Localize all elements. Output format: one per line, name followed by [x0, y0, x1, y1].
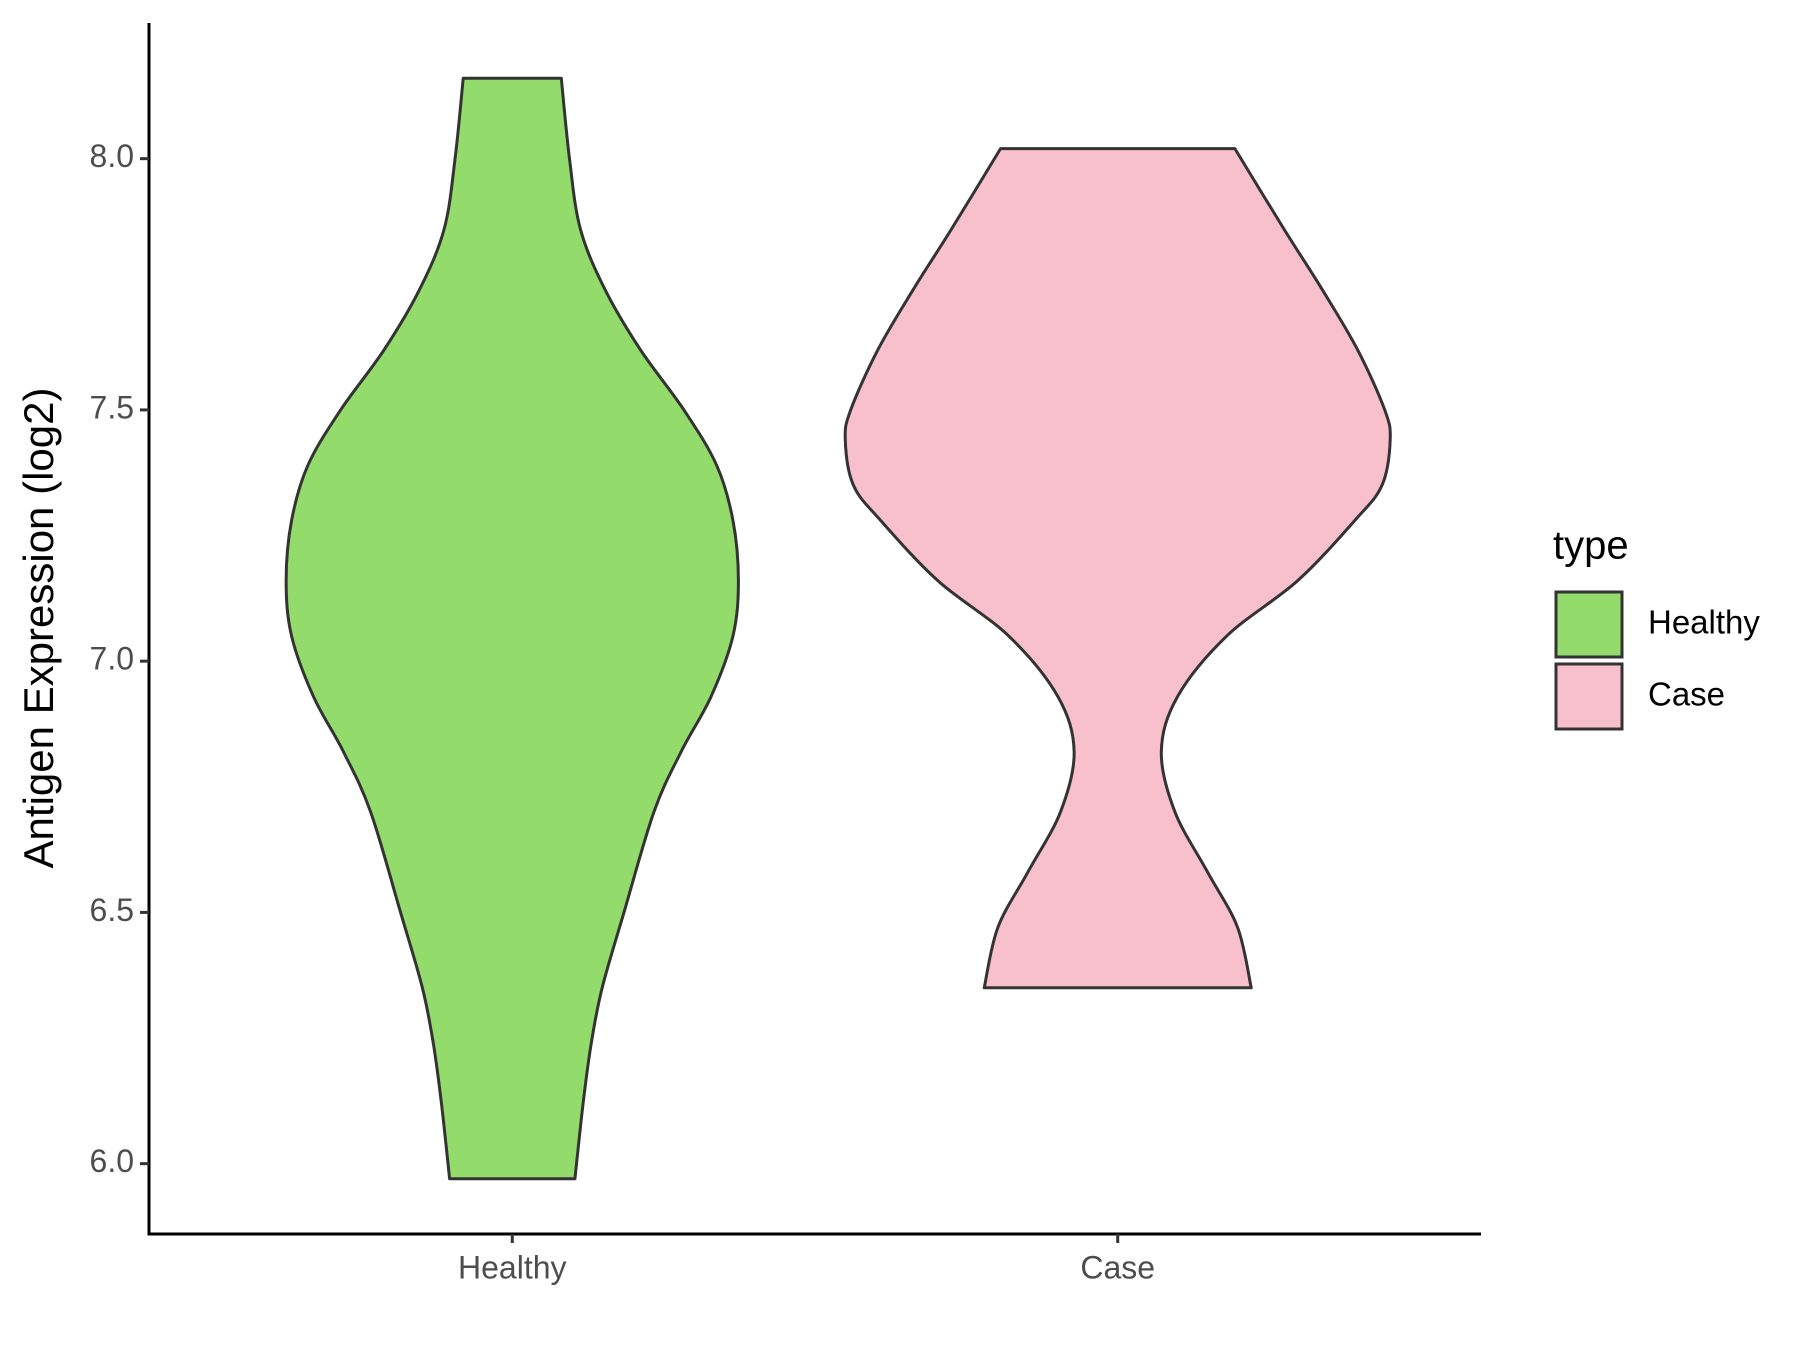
legend-title: type	[1553, 524, 1629, 568]
y-tick-label: 7.5	[90, 389, 134, 425]
violin	[284, 76, 740, 1181]
x-tick-label: Case	[1080, 1249, 1155, 1285]
x-tick-label: Healthy	[458, 1249, 567, 1285]
legend-key	[1554, 590, 1624, 659]
legend-label: Healthy	[1648, 604, 1760, 641]
y-tick-label: 6.5	[90, 892, 134, 928]
y-tick-label: 8.0	[90, 138, 134, 174]
violin	[843, 147, 1392, 990]
legend-label: Case	[1648, 676, 1725, 713]
y-tick-label: 6.0	[90, 1143, 134, 1179]
y-axis-title: Antigen Expression (log2)	[15, 388, 62, 869]
legend-key	[1554, 662, 1624, 731]
y-tick-label: 7.0	[90, 641, 134, 677]
